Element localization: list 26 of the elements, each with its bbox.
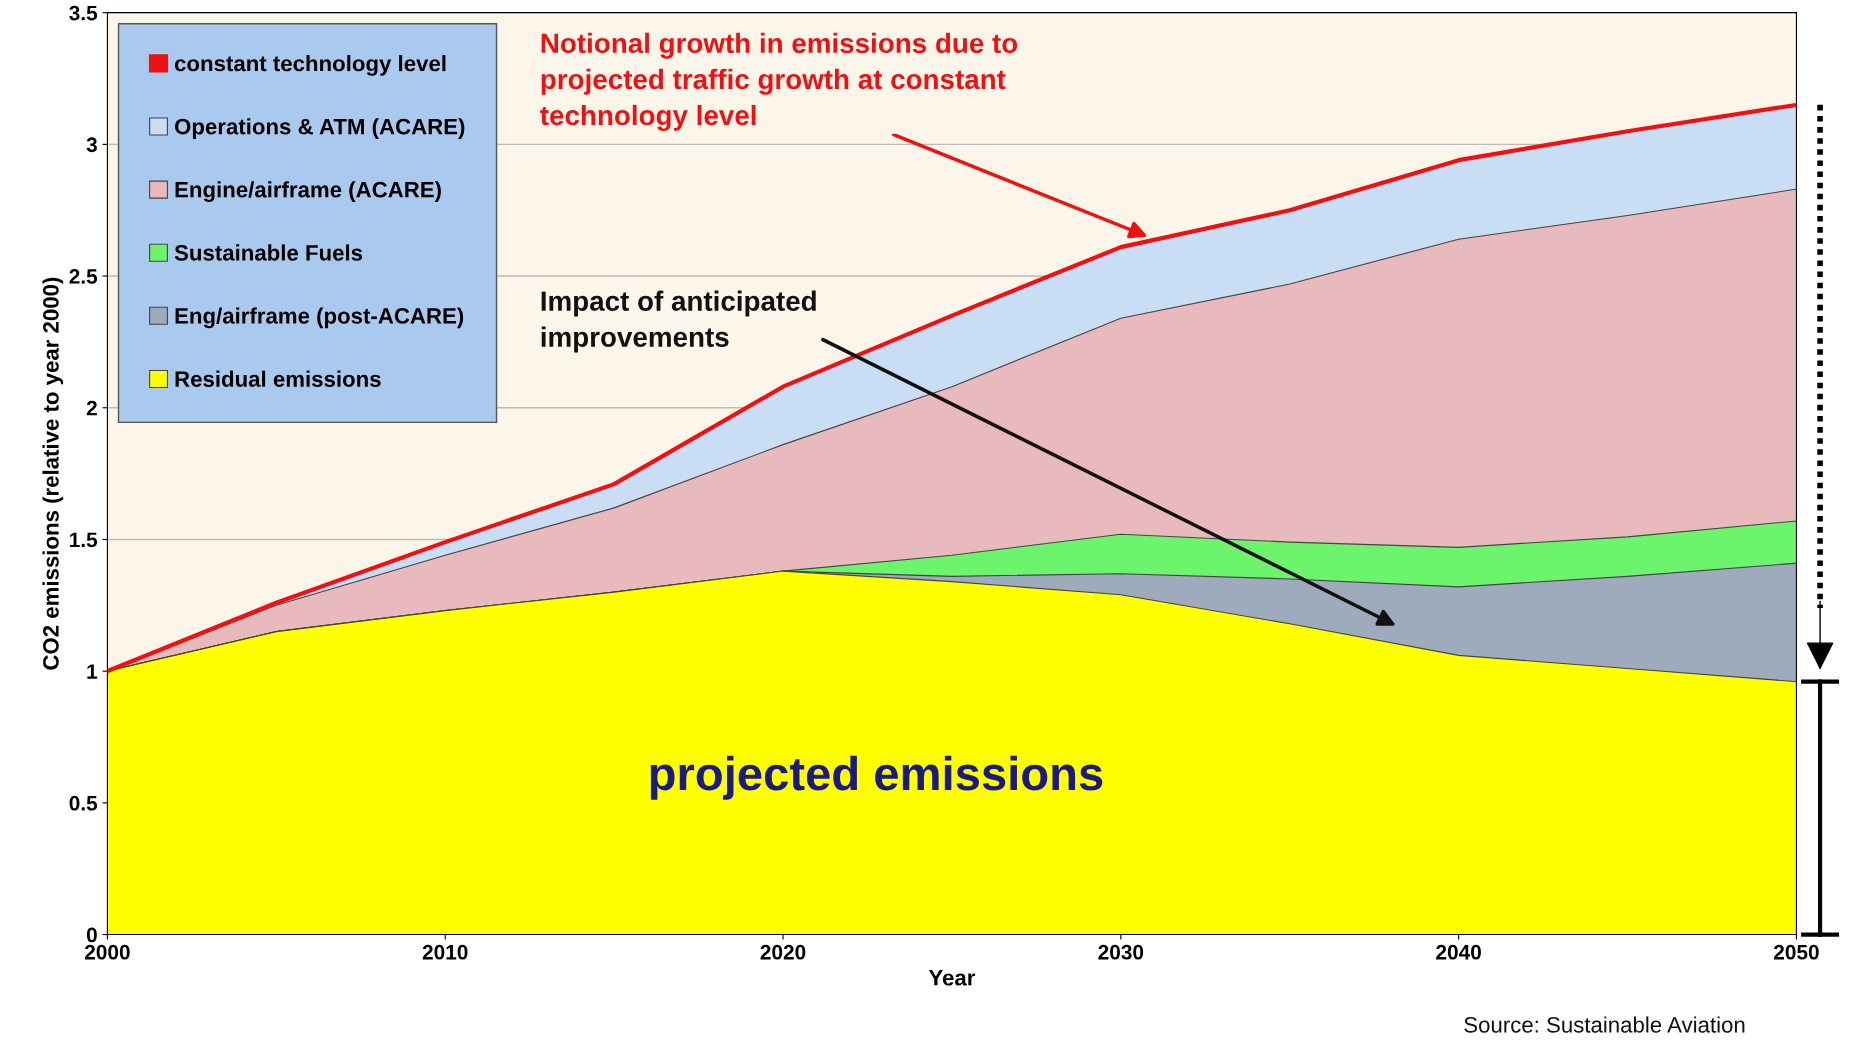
legend-label: Eng/airframe (post-ACARE) xyxy=(175,307,464,329)
y-tick-label: 0 xyxy=(86,927,97,943)
y-tick-label: 1 xyxy=(87,664,98,679)
y-tick-label: 3 xyxy=(86,137,97,153)
annotation: Notional growth in emissions due to projected traffic growth at constant technology level xyxy=(540,32,1018,131)
x-tick-label: 2000 xyxy=(84,944,130,960)
annotation: projected emissions xyxy=(650,755,1103,800)
legend-label: Operations & ATM (ACARE) xyxy=(175,118,465,139)
x-tick-label: 2020 xyxy=(760,944,806,960)
x-tick-label: 2040 xyxy=(1436,944,1481,960)
y-tick-label: 1.5 xyxy=(70,532,98,548)
annotation: Impact of anticipated improvements xyxy=(541,290,816,353)
x-tick-label: 2050 xyxy=(1773,944,1819,960)
y-axis-title: CO2 emissions (relative to year 2000) xyxy=(42,277,64,670)
x-tick-label: 2010 xyxy=(422,944,468,960)
y-tick-label: 3.5 xyxy=(69,5,98,21)
y-tick-label: 2 xyxy=(86,400,97,416)
x-axis-title: Year xyxy=(928,970,976,986)
legend-label: Sustainable Fuels xyxy=(174,244,363,261)
legend-label: Engine/airframe (ACARE) xyxy=(175,181,441,203)
y-tick-label: 2.5 xyxy=(69,269,98,284)
legend-label: constant technology level xyxy=(174,55,446,76)
y-tick-label: 0.5 xyxy=(69,795,98,811)
source-note: Source: Sustainable Aviation xyxy=(1464,1016,1745,1033)
x-tick-label: 2030 xyxy=(1098,944,1144,960)
legend-label: Residual emissions xyxy=(175,370,381,387)
